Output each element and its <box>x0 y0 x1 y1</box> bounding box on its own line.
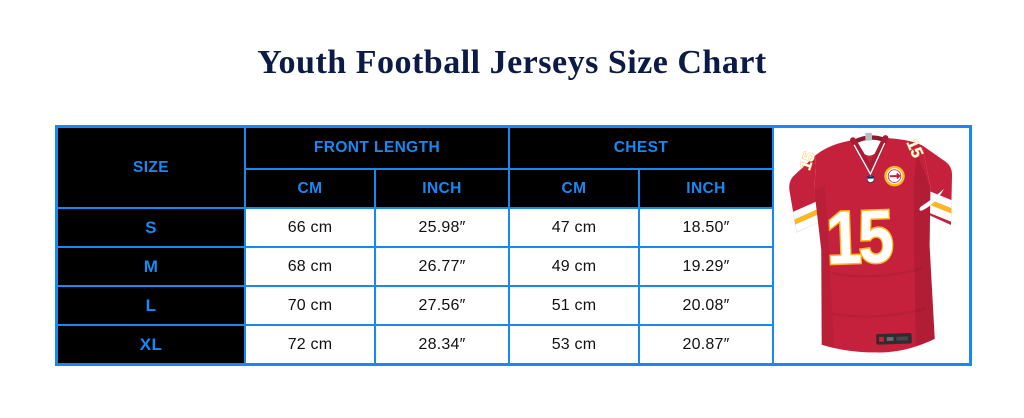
subheader-front-cm-cell: CM <box>246 170 374 207</box>
row-s-front-inch: 25.98″ <box>376 209 508 246</box>
row-s-size-label: S <box>58 209 244 246</box>
row-l-chest-inch: 20.08″ <box>640 287 772 324</box>
collar-white-trim <box>852 142 885 176</box>
jersey-left-shading <box>813 184 834 348</box>
size-chart-table: SIZE FRONT LENGTH CHEST <box>55 125 972 366</box>
jersey-torso <box>813 137 935 352</box>
row-m-chest-cm: 49 cm <box>510 248 638 285</box>
row-l-size-label: L <box>58 287 244 324</box>
row-m-front-inch: 26.77″ <box>376 248 508 285</box>
nike-swoosh-icon <box>919 188 944 211</box>
jock-tag <box>875 332 912 345</box>
subheader-front-inch-cell: INCH <box>376 170 508 207</box>
subheader-chest-inch-cell: INCH <box>640 170 772 207</box>
jersey-group: 15 15 15 <box>787 132 954 352</box>
row-l-front-inch: 27.56″ <box>376 287 508 324</box>
chest-number: 15 <box>824 193 893 279</box>
row-m-size-label: M <box>58 248 244 285</box>
row-m-front-cm: 68 cm <box>246 248 374 285</box>
collar-v-band <box>849 134 888 172</box>
row-xl-size-label: XL <box>58 326 244 363</box>
row-l-chest-cm: 51 cm <box>510 287 638 324</box>
row-m-chest-inch: 19.29″ <box>640 248 772 285</box>
shoulder-number-left: 15 <box>796 149 819 172</box>
jersey-wrinkle-2 <box>831 306 926 318</box>
header-chest-cell: CHEST <box>510 128 772 168</box>
jersey-image-cell: 15 15 15 <box>774 128 969 363</box>
subheader-chest-cm-cell: CM <box>510 170 638 207</box>
header-front-length-cell: FRONT LENGTH <box>246 128 508 168</box>
header-size-cell: SIZE <box>58 128 244 207</box>
row-xl-chest-inch: 20.87″ <box>640 326 772 363</box>
nfl-shield-logo <box>866 175 874 183</box>
row-xl-front-cm: 72 cm <box>246 326 374 363</box>
row-s-chest-cm: 47 cm <box>510 209 638 246</box>
team-patch-logo <box>883 165 905 186</box>
hanger-loop <box>864 132 872 141</box>
page-title: Youth Football Jerseys Size Chart <box>257 44 767 81</box>
row-xl-chest-cm: 53 cm <box>510 326 638 363</box>
row-s-chest-inch: 18.50″ <box>640 209 772 246</box>
row-l-front-cm: 70 cm <box>246 287 374 324</box>
jersey-photo: 15 15 15 <box>787 132 954 352</box>
row-s-front-cm: 66 cm <box>246 209 374 246</box>
jersey-wrinkle-1 <box>831 266 923 278</box>
row-xl-front-inch: 28.34″ <box>376 326 508 363</box>
